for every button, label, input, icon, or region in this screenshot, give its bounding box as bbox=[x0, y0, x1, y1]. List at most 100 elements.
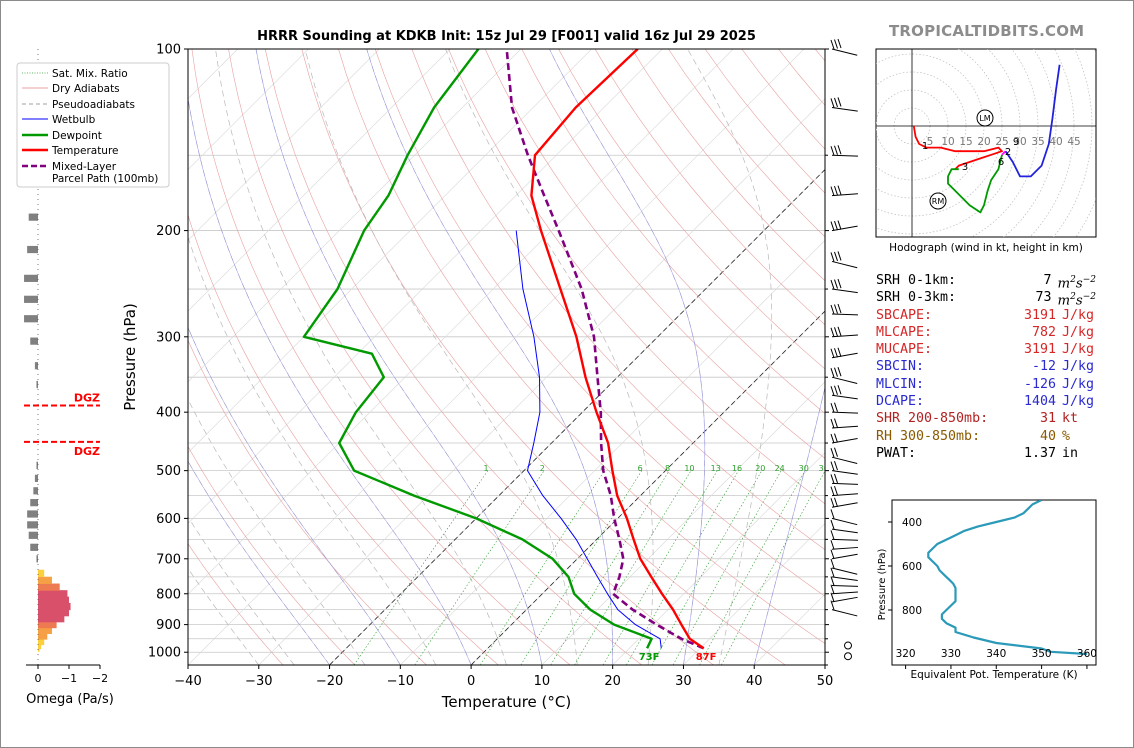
wetbulb-adiabat bbox=[188, 326, 401, 665]
barb-staff bbox=[831, 154, 859, 157]
barb-flag bbox=[837, 347, 842, 357]
wind-barb bbox=[830, 485, 858, 497]
dry-adiabat bbox=[228, 49, 642, 665]
omega-bar bbox=[36, 380, 38, 389]
chart-title: HRRR Sounding at KDKB Init: 15z Jul 29 [… bbox=[257, 29, 756, 44]
theta-e-y-label: 600 bbox=[902, 561, 922, 573]
barb-flag bbox=[830, 549, 835, 559]
barb-staff bbox=[831, 538, 859, 541]
omega-bar bbox=[38, 637, 45, 646]
barb-flag bbox=[830, 600, 835, 610]
parameter-unit: J/kg bbox=[1062, 359, 1095, 375]
pseudoadiabat bbox=[188, 235, 437, 665]
pseudoadiabat bbox=[549, 49, 706, 665]
parameter-label: MLCIN: bbox=[876, 376, 925, 392]
theta-e-x-label: 320 bbox=[896, 648, 916, 660]
omega-bar bbox=[38, 590, 68, 598]
barb-flag bbox=[830, 146, 835, 156]
barb-flag bbox=[834, 497, 838, 507]
barb-flag bbox=[834, 402, 838, 412]
barb-flag bbox=[834, 447, 838, 457]
barb-staff bbox=[831, 517, 858, 526]
mixing-ratio-line bbox=[626, 470, 739, 665]
parameter-row: SHR 200-850mb: 31 kt bbox=[876, 410, 1096, 427]
mixing-ratio-label: 16 bbox=[732, 464, 742, 473]
y-tick-label: 1000 bbox=[148, 646, 181, 661]
legend-label: Dewpoint bbox=[52, 130, 102, 142]
dry-adiabat bbox=[374, 49, 825, 597]
y-tick-label: 800 bbox=[156, 587, 181, 602]
pseudoadiabat bbox=[445, 49, 654, 665]
theta-e-area bbox=[927, 500, 1087, 656]
omega-tick-label: −1 bbox=[61, 672, 77, 685]
surface-temp-label: 87F bbox=[696, 652, 717, 663]
mixing-ratio-label: 1 bbox=[483, 464, 488, 473]
parameter-row: MLCAPE: 782 J/kg bbox=[876, 324, 1096, 341]
barb-flag bbox=[830, 386, 835, 396]
parameter-value: 1.37 bbox=[1023, 445, 1056, 461]
barb-flag bbox=[834, 39, 838, 49]
wind-barb bbox=[830, 584, 858, 595]
parameter-row: DCAPE: 1404 J/kg bbox=[876, 393, 1096, 410]
pseudoadiabat bbox=[188, 398, 366, 665]
barb-flag bbox=[830, 279, 835, 290]
theta-e-frame bbox=[891, 499, 1097, 666]
y-tick-label: 900 bbox=[156, 618, 181, 633]
ring-label: 40 bbox=[1049, 136, 1062, 148]
ring-label: 15 bbox=[959, 136, 972, 148]
x-tick-label: 30 bbox=[675, 674, 692, 689]
dry-adiabat bbox=[188, 543, 284, 665]
parameter-row: MUCAPE: 3191 J/kg bbox=[876, 341, 1096, 358]
parameter-unit: J/kg bbox=[1062, 342, 1095, 358]
barb-staff bbox=[831, 609, 858, 617]
legend-label: Sat. Mix. Ratio bbox=[52, 68, 128, 80]
barb-staff bbox=[831, 313, 859, 316]
parameter-label: RH 300-850mb: bbox=[876, 428, 981, 444]
parameter-unit: J/kg bbox=[1062, 324, 1095, 340]
brand-watermark: TROPICALTIDBITS.COM bbox=[889, 22, 1085, 40]
omega-bar bbox=[38, 632, 48, 640]
barb-staff bbox=[831, 106, 858, 112]
omega-bar bbox=[28, 531, 38, 539]
hodograph-caption: Hodograph (wind in kt, height in km) bbox=[889, 242, 1083, 254]
barb-flag bbox=[834, 460, 838, 471]
barb-flag bbox=[830, 567, 835, 578]
barb-flag bbox=[834, 485, 838, 496]
omega-bar bbox=[24, 315, 38, 323]
barb-staff bbox=[831, 576, 858, 581]
mixing-ratio-label: 20 bbox=[755, 464, 765, 473]
wetbulb-adiabat bbox=[188, 97, 472, 665]
mixing-ratio-line bbox=[550, 470, 670, 665]
omega-bar bbox=[33, 487, 38, 495]
omega-bar bbox=[27, 245, 38, 254]
y-tick-label: 700 bbox=[156, 552, 181, 567]
parameter-unit: % bbox=[1062, 428, 1071, 444]
theta-e-x-label: 340 bbox=[986, 648, 1006, 660]
parameter-unit: J/kg bbox=[1062, 376, 1095, 392]
wind-barbs bbox=[830, 38, 859, 661]
parameter-value: 31 bbox=[1039, 411, 1056, 427]
parameter-row: MLCIN: -126 J/kg bbox=[876, 376, 1096, 393]
x-tick-label: 10 bbox=[534, 674, 551, 689]
barb-staff bbox=[831, 225, 858, 232]
dry-adiabat bbox=[484, 49, 825, 459]
calm-wind-circle bbox=[844, 641, 852, 650]
parameter-row: SRH 0-3km: 73 m2s−2 bbox=[876, 289, 1096, 308]
height-label: 6 bbox=[998, 157, 1004, 168]
wind-barb bbox=[830, 326, 858, 338]
omega-bar bbox=[30, 499, 38, 507]
legend-box bbox=[16, 62, 170, 188]
calm-wind-circle bbox=[844, 652, 852, 661]
wind-barb bbox=[830, 549, 858, 560]
hodograph-area: 5 10 15 20 25 30 35 40 45 1 2 3 69 LM RM bbox=[876, 49, 1096, 237]
hodograph-trace bbox=[947, 154, 1003, 214]
x-tick-label: −30 bbox=[245, 674, 272, 689]
mixing-ratio-line bbox=[721, 470, 825, 665]
x-tick-label: 0 bbox=[467, 674, 475, 689]
parameter-row: SRH 0-1km: 7 m2s−2 bbox=[876, 272, 1096, 291]
parameter-label: SRH 0-1km: bbox=[876, 273, 957, 288]
wind-barb bbox=[830, 576, 859, 587]
barb-flag bbox=[834, 433, 838, 443]
series-mixed-layer-parcel-path-100mb- bbox=[505, 49, 705, 650]
mixing-ratio-label: 10 bbox=[684, 464, 694, 473]
